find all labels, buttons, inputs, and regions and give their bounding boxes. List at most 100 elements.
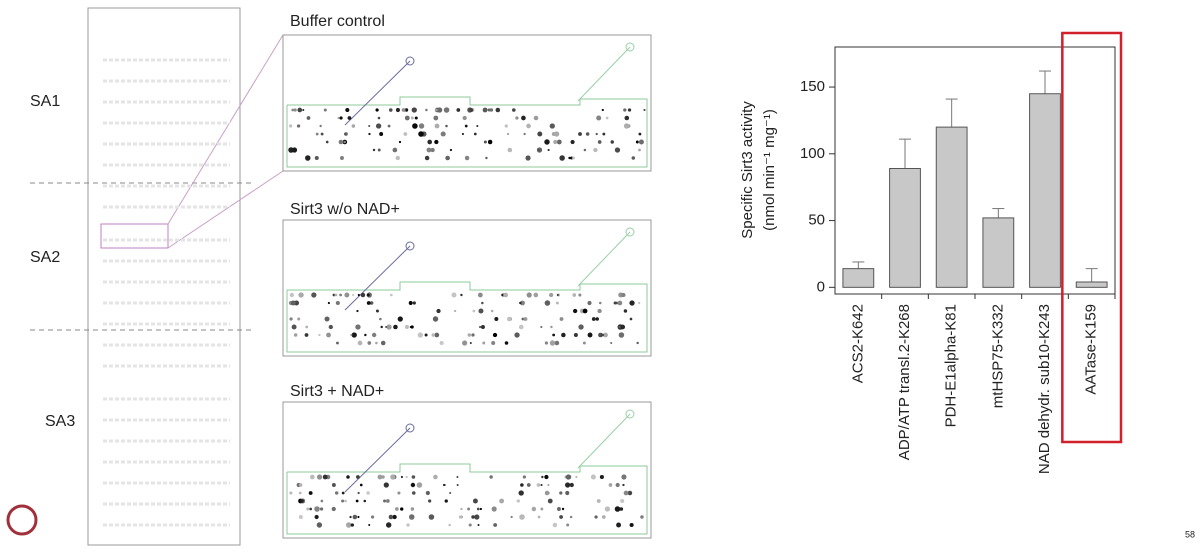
spot <box>368 124 371 128</box>
spot <box>319 124 322 128</box>
spot <box>351 332 357 338</box>
pointer <box>344 245 411 311</box>
spot <box>416 482 423 488</box>
spot <box>290 300 296 306</box>
spot <box>614 147 621 153</box>
spot <box>433 115 439 121</box>
spot <box>431 333 436 337</box>
zoom-line <box>167 170 284 249</box>
spot <box>355 499 359 503</box>
spot <box>341 491 345 495</box>
spot <box>537 515 541 519</box>
spot <box>598 332 603 338</box>
bar <box>935 126 968 288</box>
spot <box>366 491 370 495</box>
spot <box>595 132 598 136</box>
spot <box>331 483 336 487</box>
spot <box>412 301 416 305</box>
spot <box>559 491 563 495</box>
spot <box>544 474 549 480</box>
spot <box>392 514 397 520</box>
spot <box>626 124 631 128</box>
spot <box>289 491 293 495</box>
spot <box>337 116 340 120</box>
spot <box>346 475 350 479</box>
spot <box>597 308 602 314</box>
spot <box>518 324 524 330</box>
spot <box>368 523 371 527</box>
spot <box>547 148 550 152</box>
page-number: 58 <box>1185 529 1195 539</box>
spot <box>478 308 484 314</box>
spot <box>621 474 627 480</box>
spot <box>439 340 444 346</box>
bar <box>982 217 1015 288</box>
spot <box>568 156 571 160</box>
spot <box>565 490 570 496</box>
spot <box>412 123 418 129</box>
spot <box>620 498 625 504</box>
spot <box>627 490 633 496</box>
spot <box>339 116 343 120</box>
y-axis-label: (nmol min⁻¹ mg⁻¹) <box>761 109 778 231</box>
spot <box>566 523 570 527</box>
spot <box>380 340 386 346</box>
spot <box>620 324 626 330</box>
spot <box>363 499 367 503</box>
spot <box>590 474 596 480</box>
spot <box>316 522 323 528</box>
spot <box>379 317 382 321</box>
spot <box>444 499 448 503</box>
spot <box>555 301 559 305</box>
spot <box>314 156 319 160</box>
spot <box>355 324 361 330</box>
spot <box>305 325 309 329</box>
spot <box>533 292 539 298</box>
y-tick-label: 100 <box>800 145 825 162</box>
spot <box>578 132 582 136</box>
spot <box>364 333 367 337</box>
spot <box>440 131 446 137</box>
spot <box>593 147 598 153</box>
spot <box>565 482 571 488</box>
spot <box>472 309 476 313</box>
group-label: SA2 <box>30 249 60 266</box>
spot <box>610 140 614 144</box>
spot <box>386 324 392 330</box>
spot <box>578 293 582 297</box>
spot <box>432 316 439 322</box>
spot <box>351 124 356 128</box>
spot <box>522 475 527 479</box>
spot <box>383 499 387 503</box>
spot <box>339 293 342 297</box>
spot <box>442 483 446 487</box>
spot <box>582 341 586 345</box>
spot <box>320 132 324 136</box>
pointer-end <box>405 423 415 433</box>
spot <box>434 123 440 129</box>
spot <box>638 132 642 136</box>
spot <box>318 333 321 337</box>
spot <box>485 156 488 160</box>
spot <box>404 324 409 330</box>
spot <box>297 107 303 113</box>
spot <box>434 332 440 338</box>
spot <box>471 333 475 337</box>
x-tick-label: AATase-K159 <box>1083 304 1100 395</box>
spot <box>323 108 327 112</box>
array-title: Buffer control <box>290 13 385 30</box>
spot <box>340 156 344 160</box>
spot <box>345 107 350 113</box>
spot <box>390 293 393 297</box>
spot <box>320 499 324 503</box>
spot <box>298 491 302 495</box>
spot <box>379 132 384 136</box>
spot <box>311 292 317 298</box>
spot <box>504 124 508 128</box>
spot <box>523 317 528 321</box>
spot <box>462 340 468 346</box>
spot <box>481 301 484 305</box>
spot <box>561 332 566 338</box>
spot <box>540 325 543 329</box>
x-tick-label: PDH-E1alpha-K81 <box>943 304 960 427</box>
